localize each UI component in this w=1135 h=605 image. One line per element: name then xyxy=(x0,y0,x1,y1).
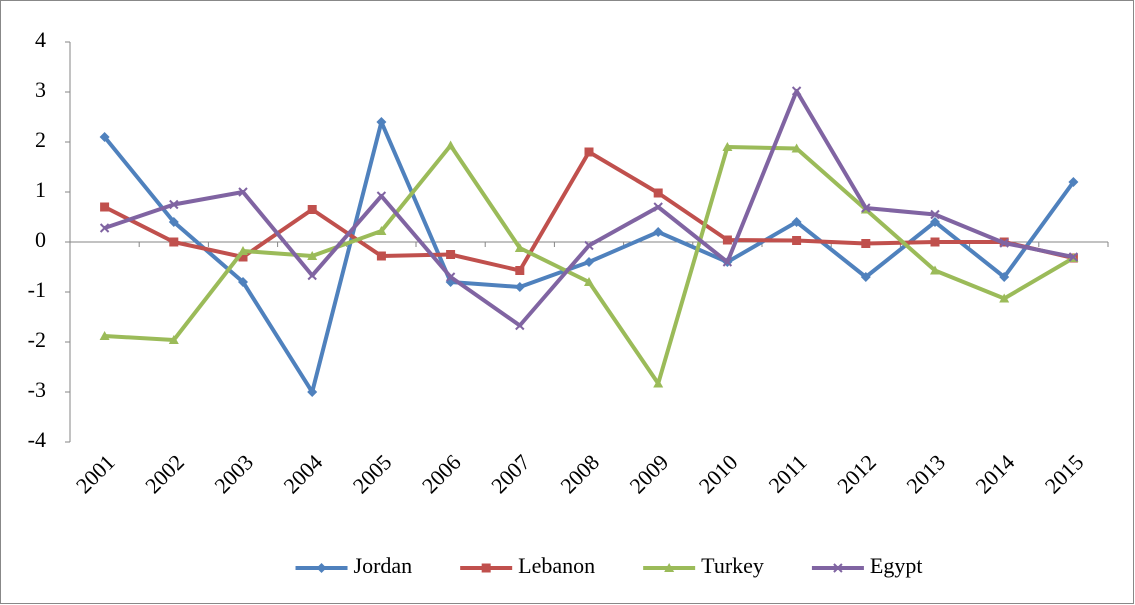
legend-label: Egypt xyxy=(870,553,923,578)
marker xyxy=(238,187,248,197)
y-tick-label: -2 xyxy=(28,327,46,352)
marker xyxy=(653,227,664,237)
legend-label: Turkey xyxy=(701,553,764,578)
marker xyxy=(376,191,387,201)
x-tick-label: 2015 xyxy=(1040,449,1089,498)
marker xyxy=(514,282,525,292)
marker xyxy=(238,277,248,287)
x-tick-label: 2012 xyxy=(832,449,881,498)
marker xyxy=(307,387,318,397)
marker xyxy=(930,265,940,275)
x-tick-label: 2002 xyxy=(140,449,189,498)
x-tick-label: 2007 xyxy=(486,449,535,498)
marker xyxy=(515,266,525,275)
marker xyxy=(169,237,179,247)
marker xyxy=(238,246,248,255)
marker xyxy=(307,251,318,260)
marker xyxy=(722,235,732,245)
legend-label: Jordan xyxy=(354,553,413,578)
legend: Jordan Lebanon Turkey Egypt xyxy=(295,553,923,578)
marker xyxy=(584,277,594,286)
marker xyxy=(99,223,110,233)
marker xyxy=(238,252,248,262)
marker xyxy=(514,243,525,252)
x-tick-label: 2009 xyxy=(625,449,674,498)
marker xyxy=(930,217,940,227)
legend-label: Lebanon xyxy=(518,553,595,578)
marker xyxy=(99,132,110,142)
marker xyxy=(999,238,1009,248)
marker xyxy=(376,117,387,127)
marker xyxy=(99,331,110,340)
y-tick-label: 4 xyxy=(35,27,46,52)
marker xyxy=(860,272,871,282)
marker xyxy=(930,209,940,220)
marker xyxy=(515,320,525,331)
y-tick-label: -1 xyxy=(28,277,46,302)
marker xyxy=(376,251,386,261)
x-tick-label: 2014 xyxy=(971,449,1020,498)
x-tick-label: 2006 xyxy=(417,449,466,498)
marker xyxy=(999,272,1010,282)
y-tick-label: -3 xyxy=(28,377,46,402)
legend-marker xyxy=(316,563,327,573)
marker xyxy=(791,143,802,153)
x-tick-label: 2004 xyxy=(279,449,328,498)
legend-marker xyxy=(664,563,675,572)
marker xyxy=(445,272,456,282)
marker xyxy=(584,240,594,251)
x-tick-label: 2010 xyxy=(694,449,743,498)
marker xyxy=(307,205,317,214)
marker xyxy=(791,217,802,227)
marker xyxy=(791,86,802,96)
x-tick-label: 2003 xyxy=(209,449,258,498)
y-tick-label: 3 xyxy=(35,77,46,102)
y-tick-label: 0 xyxy=(35,227,46,252)
marker xyxy=(584,257,594,267)
marker xyxy=(653,188,663,198)
marker xyxy=(168,335,179,344)
marker xyxy=(307,270,317,281)
legend-marker xyxy=(481,563,491,573)
marker xyxy=(169,199,179,210)
y-tick-label: 2 xyxy=(35,127,46,152)
marker xyxy=(861,239,871,248)
marker xyxy=(445,140,456,150)
y-tick-label: -4 xyxy=(28,427,46,452)
marker xyxy=(792,236,802,245)
marker xyxy=(722,257,733,267)
x-tick-label: 2005 xyxy=(348,449,397,498)
marker xyxy=(584,147,594,157)
marker xyxy=(999,293,1010,303)
marker xyxy=(376,226,387,235)
legend-marker xyxy=(833,563,843,573)
marker xyxy=(1068,252,1079,262)
marker xyxy=(1068,177,1079,187)
x-tick-label: 2013 xyxy=(901,449,950,498)
x-tick-label: 2001 xyxy=(71,449,120,498)
marker xyxy=(653,378,664,388)
marker xyxy=(100,202,110,212)
marker xyxy=(930,237,940,247)
y-tick-label: 1 xyxy=(35,177,46,202)
marker xyxy=(861,203,871,213)
x-tick-label: 2011 xyxy=(763,449,811,497)
marker xyxy=(446,250,456,259)
marker xyxy=(168,217,179,227)
x-tick-label: 2008 xyxy=(555,449,604,498)
marker xyxy=(722,142,733,151)
marker xyxy=(653,202,663,212)
